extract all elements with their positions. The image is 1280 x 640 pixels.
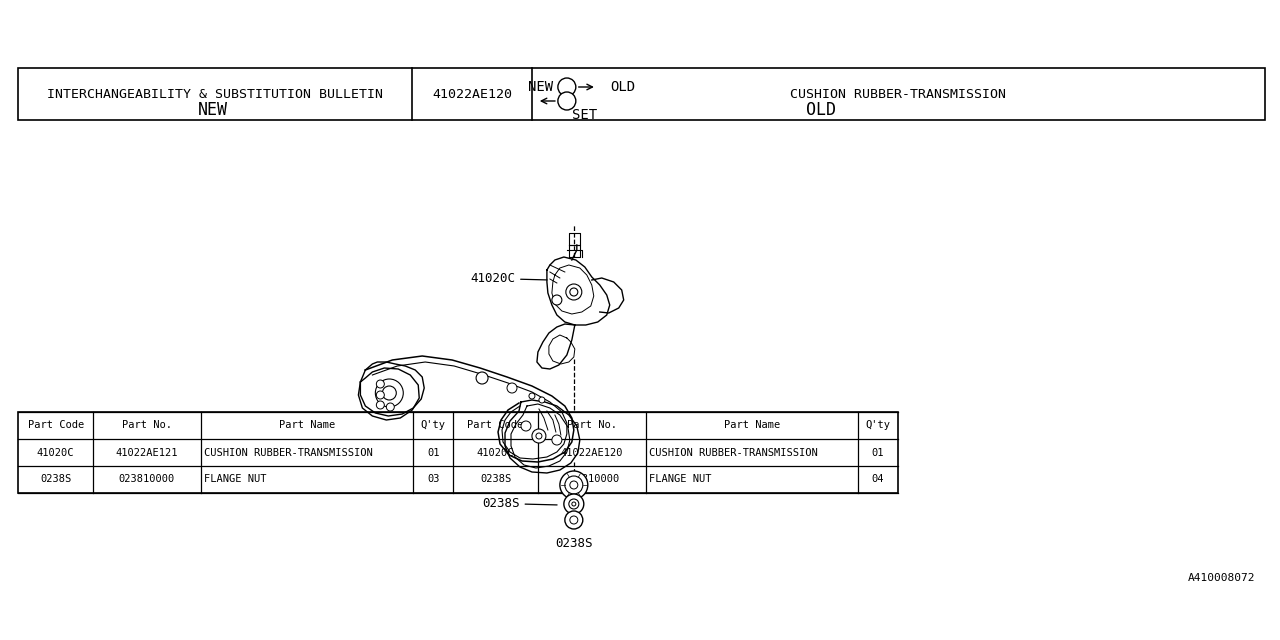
Text: FLANGE NUT: FLANGE NUT (204, 474, 266, 484)
Circle shape (570, 516, 577, 524)
Circle shape (476, 372, 488, 384)
Circle shape (566, 284, 582, 300)
Circle shape (552, 435, 562, 445)
Circle shape (564, 511, 582, 529)
Circle shape (572, 502, 576, 506)
Circle shape (536, 433, 541, 439)
Circle shape (559, 471, 588, 499)
Text: 41022AE120: 41022AE120 (433, 88, 512, 100)
Text: CUSHION RUBBER-TRANSMISSION: CUSHION RUBBER-TRANSMISSION (791, 88, 1006, 100)
Text: 41020C: 41020C (476, 447, 515, 458)
Text: CUSHION RUBBER-TRANSMISSION: CUSHION RUBBER-TRANSMISSION (649, 447, 818, 458)
Text: Part No.: Part No. (567, 420, 617, 431)
Text: Part Name: Part Name (723, 420, 780, 431)
Text: 41020C: 41020C (37, 447, 74, 458)
Text: 023810000: 023810000 (119, 474, 175, 484)
Text: 01: 01 (428, 447, 439, 458)
Text: OLD: OLD (806, 101, 836, 119)
Text: SET: SET (572, 108, 596, 122)
Text: 41022AE120: 41022AE120 (561, 447, 623, 458)
Circle shape (383, 386, 397, 400)
Text: Part No.: Part No. (122, 420, 172, 431)
Text: 01: 01 (872, 447, 884, 458)
Bar (18, 68, 1265, 120)
Text: 023810000: 023810000 (563, 474, 620, 484)
Text: Part Name: Part Name (279, 420, 335, 431)
Text: OLD: OLD (611, 80, 636, 94)
Circle shape (376, 401, 384, 409)
Circle shape (521, 421, 531, 431)
Text: 0238S: 0238S (40, 474, 72, 484)
Text: 04: 04 (872, 474, 884, 484)
Circle shape (570, 481, 577, 489)
Circle shape (529, 393, 535, 399)
Circle shape (552, 295, 562, 305)
Text: 0238S: 0238S (480, 474, 511, 484)
Text: Q'ty: Q'ty (865, 420, 891, 431)
Text: 0238S: 0238S (556, 537, 593, 550)
Circle shape (558, 92, 576, 110)
Text: INTERCHANGEABILITY & SUBSTITUTION BULLETIN: INTERCHANGEABILITY & SUBSTITUTION BULLET… (47, 88, 383, 100)
Text: Q'ty: Q'ty (421, 420, 445, 431)
Circle shape (376, 391, 384, 399)
Text: A410008072: A410008072 (1188, 573, 1256, 583)
Circle shape (568, 499, 579, 509)
Circle shape (564, 494, 584, 514)
Text: 41020C: 41020C (470, 272, 547, 285)
Circle shape (387, 403, 394, 411)
Bar (18, 412, 899, 493)
Circle shape (507, 383, 517, 393)
Circle shape (564, 476, 582, 494)
Circle shape (539, 397, 545, 403)
Text: FLANGE NUT: FLANGE NUT (649, 474, 712, 484)
Text: NEW: NEW (198, 101, 228, 119)
Text: 0238S: 0238S (483, 497, 557, 510)
Circle shape (558, 78, 576, 96)
Circle shape (376, 380, 384, 388)
Text: NEW: NEW (527, 80, 553, 94)
Text: CUSHION RUBBER-TRANSMISSION: CUSHION RUBBER-TRANSMISSION (204, 447, 372, 458)
Circle shape (570, 288, 577, 296)
Circle shape (532, 429, 545, 443)
Text: 03: 03 (428, 474, 439, 484)
Text: Part Code: Part Code (28, 420, 83, 431)
Text: Part Code: Part Code (467, 420, 524, 431)
Text: 41022AE121: 41022AE121 (115, 447, 178, 458)
Circle shape (375, 379, 403, 407)
